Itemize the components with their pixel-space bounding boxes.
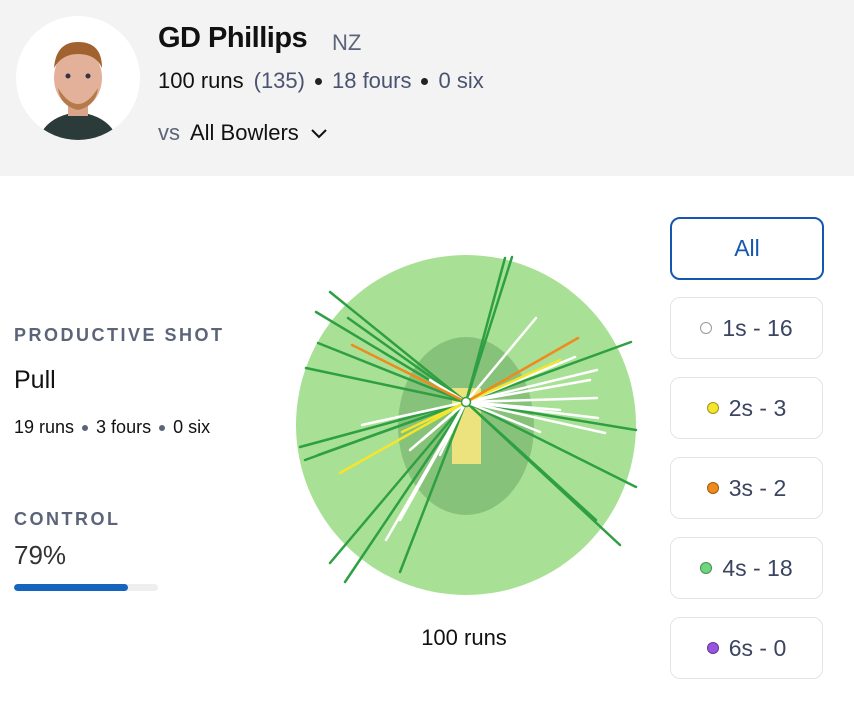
wagon-wheel — [296, 255, 638, 595]
separator — [421, 77, 429, 85]
productive-shot: Pull — [14, 366, 56, 394]
avatar — [16, 16, 140, 140]
filter-button[interactable]: 1s - 16 — [670, 297, 823, 359]
control-bar-track — [14, 584, 158, 591]
filter-label: 2s - 3 — [728, 394, 787, 421]
productive-shot-caption: PRODUCTIVE SHOT — [14, 325, 225, 345]
separator — [314, 77, 322, 85]
player-name: GD Phillips — [158, 22, 308, 54]
filter-label: 3s - 2 — [728, 474, 787, 501]
filter-button[interactable]: 4s - 18 — [670, 537, 823, 599]
filter-label: All — [734, 235, 760, 261]
productive-shot-stats: 19 runs 3 fours 0 six — [14, 417, 210, 438]
chevron — [311, 129, 327, 139]
filter-button[interactable]: 6s - 0 — [670, 617, 823, 679]
filter-swatch — [700, 562, 713, 574]
avatar-image — [38, 42, 118, 140]
sixes: 0 six — [438, 68, 484, 93]
shot-sixes: 0 six — [173, 417, 211, 437]
filter-swatch — [706, 482, 719, 494]
header — [0, 0, 854, 176]
filter-label: 1s - 16 — [722, 314, 793, 341]
filter-swatch — [706, 642, 719, 654]
balls: (135) — [253, 68, 305, 93]
filter-swatch — [706, 402, 719, 414]
bowler-selector[interactable]: vs All Bowlers — [158, 120, 329, 146]
filter-label: 6s - 0 — [728, 634, 787, 661]
filter-button[interactable]: 2s - 3 — [670, 377, 823, 439]
runs: 100 runs — [158, 68, 244, 93]
filter-button[interactable]: 3s - 2 — [670, 457, 823, 519]
filter-swatch — [700, 322, 713, 334]
control-bar — [14, 584, 128, 591]
vs-value: All Bowlers — [190, 120, 299, 145]
separator — [159, 424, 166, 431]
fours: 18 fours — [331, 68, 412, 93]
vs-prefix: vs — [158, 120, 180, 145]
control-caption: CONTROL — [14, 509, 121, 529]
total-runs: 100 runs — [421, 625, 507, 650]
separator — [82, 424, 89, 431]
player-stats: 100 runs (135) 18 fours 0 six — [158, 68, 484, 94]
filter-label: 4s - 18 — [722, 554, 793, 581]
shot-runs: 19 runs — [14, 417, 75, 437]
shot-fours: 3 fours — [96, 417, 152, 437]
filter-button[interactable]: All — [670, 217, 824, 280]
control-value: 79% — [14, 540, 67, 570]
player-country: NZ — [332, 30, 362, 55]
